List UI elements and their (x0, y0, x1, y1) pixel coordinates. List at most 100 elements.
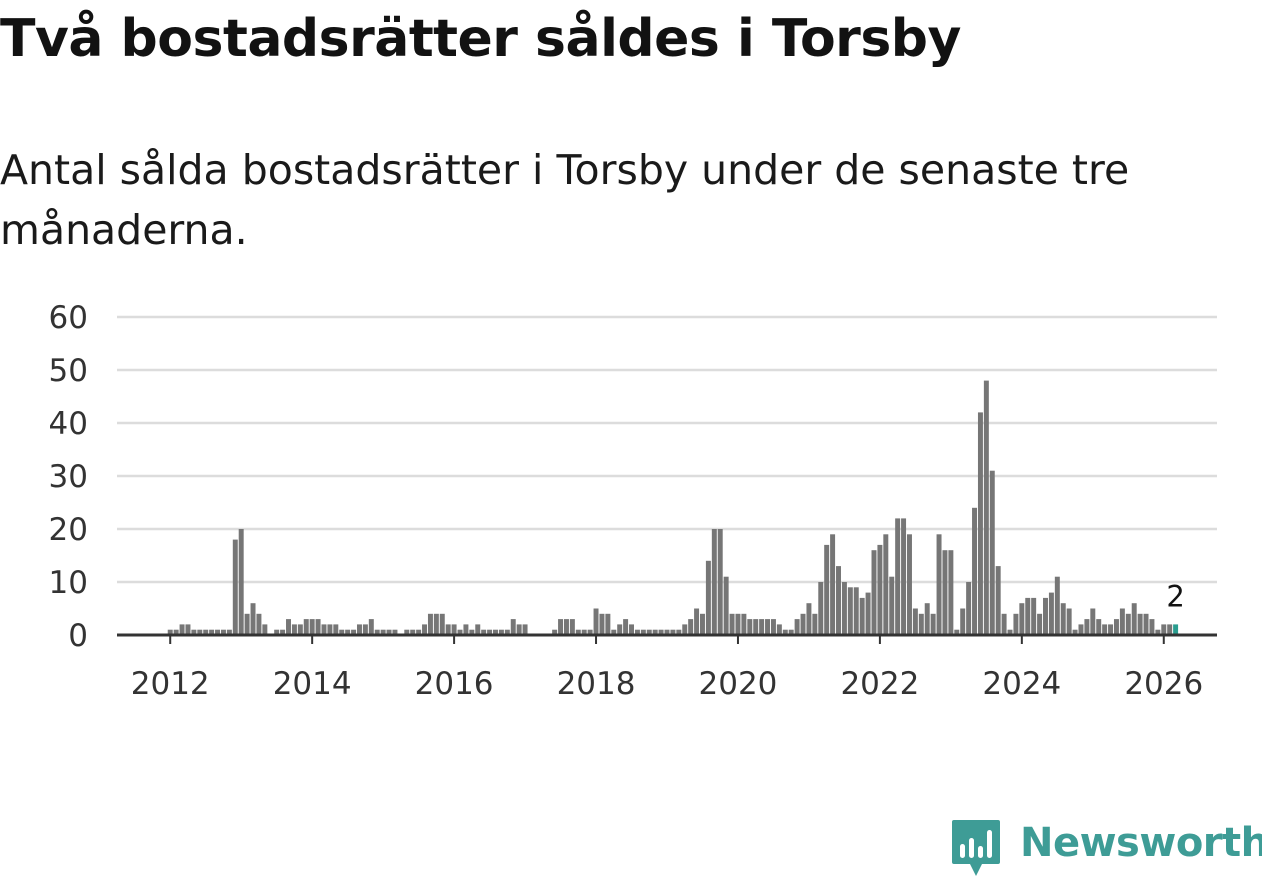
bar (859, 597, 865, 635)
bar (676, 629, 682, 635)
bar (759, 619, 765, 635)
bar (1131, 603, 1137, 635)
bar (936, 534, 942, 635)
bar (841, 582, 847, 635)
bar-series (167, 380, 1179, 635)
data-label-last: 2 (1166, 579, 1184, 613)
bar (410, 629, 416, 635)
bar (877, 544, 883, 635)
data-labels: 2 (1166, 579, 1184, 613)
bar (422, 624, 428, 635)
bar (1102, 624, 1108, 635)
bar (954, 629, 960, 635)
bar (1161, 624, 1167, 635)
bar (303, 619, 309, 635)
bar (173, 629, 179, 635)
newsworthy-logo: Newsworthy (950, 818, 1262, 878)
bar (765, 619, 771, 635)
bar (481, 629, 487, 635)
bar (569, 619, 575, 635)
bar (339, 629, 345, 635)
bar (309, 619, 315, 635)
bar (504, 629, 510, 635)
bar (203, 629, 209, 635)
bar (333, 624, 339, 635)
bar (1013, 613, 1019, 635)
bar (1019, 603, 1025, 635)
bar (220, 629, 226, 635)
bar (741, 613, 747, 635)
bar (906, 534, 912, 635)
bar (356, 624, 362, 635)
bar (977, 412, 983, 635)
bar (297, 624, 303, 635)
bar (658, 629, 664, 635)
bar (516, 624, 522, 635)
bar (853, 587, 859, 635)
bar (291, 624, 297, 635)
bar (770, 619, 776, 635)
bar (735, 613, 741, 635)
bar (575, 629, 581, 635)
bar (1054, 576, 1060, 635)
y-tick-label: 10 (49, 565, 88, 601)
bar (351, 629, 357, 635)
bar (747, 619, 753, 635)
y-tick-label: 20 (49, 512, 88, 548)
bar (498, 629, 504, 635)
bar (824, 544, 830, 635)
bar (321, 624, 327, 635)
bar (818, 582, 824, 635)
y-tick-label: 30 (49, 459, 88, 495)
chart-title: Två bostadsrätter såldes i Torsby (0, 9, 961, 69)
bar (593, 608, 599, 635)
bar (989, 470, 995, 635)
bar (457, 629, 463, 635)
bar (1025, 597, 1031, 635)
bar (611, 629, 617, 635)
gridlines (117, 315, 1217, 584)
x-tick-label: 2012 (131, 666, 210, 702)
bar (256, 613, 262, 635)
brand-name: Newsworthy (1020, 820, 1262, 866)
bar (386, 629, 392, 635)
bar (972, 507, 978, 635)
bar (883, 534, 889, 635)
bar (238, 529, 244, 635)
newsworthy-logo-icon (952, 820, 1000, 876)
bar (794, 619, 800, 635)
bar (623, 619, 629, 635)
bar (788, 629, 794, 635)
bar (753, 619, 759, 635)
bar (493, 629, 498, 635)
bar (250, 603, 256, 635)
bar (232, 539, 238, 635)
bar (1078, 624, 1084, 635)
x-tick-label: 2022 (840, 666, 919, 702)
bar (1037, 613, 1043, 635)
bar (1108, 624, 1114, 635)
bar (1001, 613, 1007, 635)
bar (1007, 629, 1013, 635)
bar (634, 629, 640, 635)
bar (688, 619, 694, 635)
bar (700, 613, 705, 635)
bar (806, 603, 812, 635)
bar (960, 608, 966, 635)
bar (729, 613, 735, 635)
bar (226, 629, 232, 635)
bar (563, 619, 569, 635)
bar (451, 624, 457, 635)
bar-highlight (1173, 624, 1179, 635)
y-tick-label: 40 (49, 406, 88, 442)
bar (1072, 629, 1078, 635)
bar (262, 624, 268, 635)
bar (380, 629, 386, 635)
bar (682, 624, 688, 635)
bar (930, 613, 936, 635)
bar (605, 613, 611, 635)
bar (1066, 608, 1072, 635)
bar (847, 587, 853, 635)
bar (244, 613, 250, 635)
x-tick-label: 2020 (699, 666, 778, 702)
